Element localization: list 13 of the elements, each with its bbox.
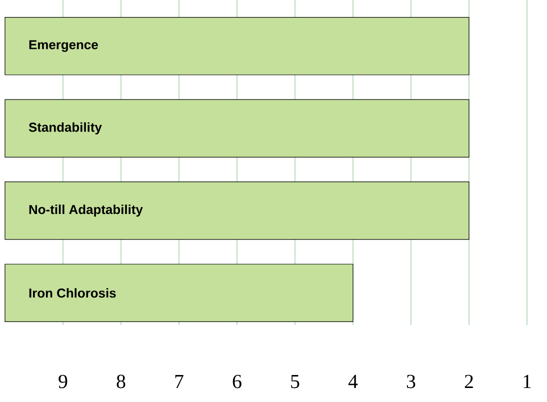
y-tick-label: Iron Chlorosis <box>29 288 116 298</box>
x-tick-label: 9 <box>58 374 68 388</box>
y-tick-label: Standability <box>28 122 102 134</box>
x-tick-label: 7 <box>175 374 184 388</box>
x-tick-label: 3 <box>406 374 416 388</box>
x-tick-label: 6 <box>232 374 242 388</box>
x-tick-label: 2 <box>464 374 473 388</box>
x-tick-label: 4 <box>348 374 358 388</box>
x-tick-label: 8 <box>116 374 126 388</box>
y-tick-label: Emergence <box>29 40 98 52</box>
x-tick-label: 5 <box>291 374 300 388</box>
y-tick-label: No-till Adaptability <box>29 204 143 217</box>
x-tick-label: 1 <box>524 374 531 388</box>
